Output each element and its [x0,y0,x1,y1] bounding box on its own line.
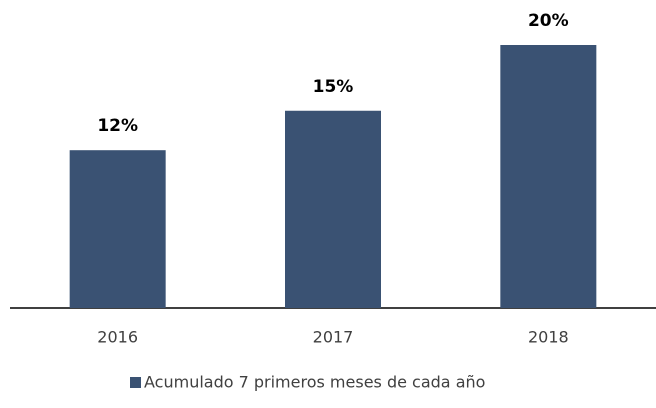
data-label: 15% [313,77,354,97]
bar [69,150,166,308]
bar [285,110,381,308]
data-label: 20% [528,11,569,31]
bar [500,45,597,308]
x-tick-label: 2018 [528,328,569,347]
x-tick-label: 2016 [97,328,138,347]
legend-swatch [130,377,141,388]
data-label: 12% [97,116,138,136]
legend-label: Acumulado 7 primeros meses de cada año [144,373,485,392]
x-tick-label: 2017 [313,328,354,347]
